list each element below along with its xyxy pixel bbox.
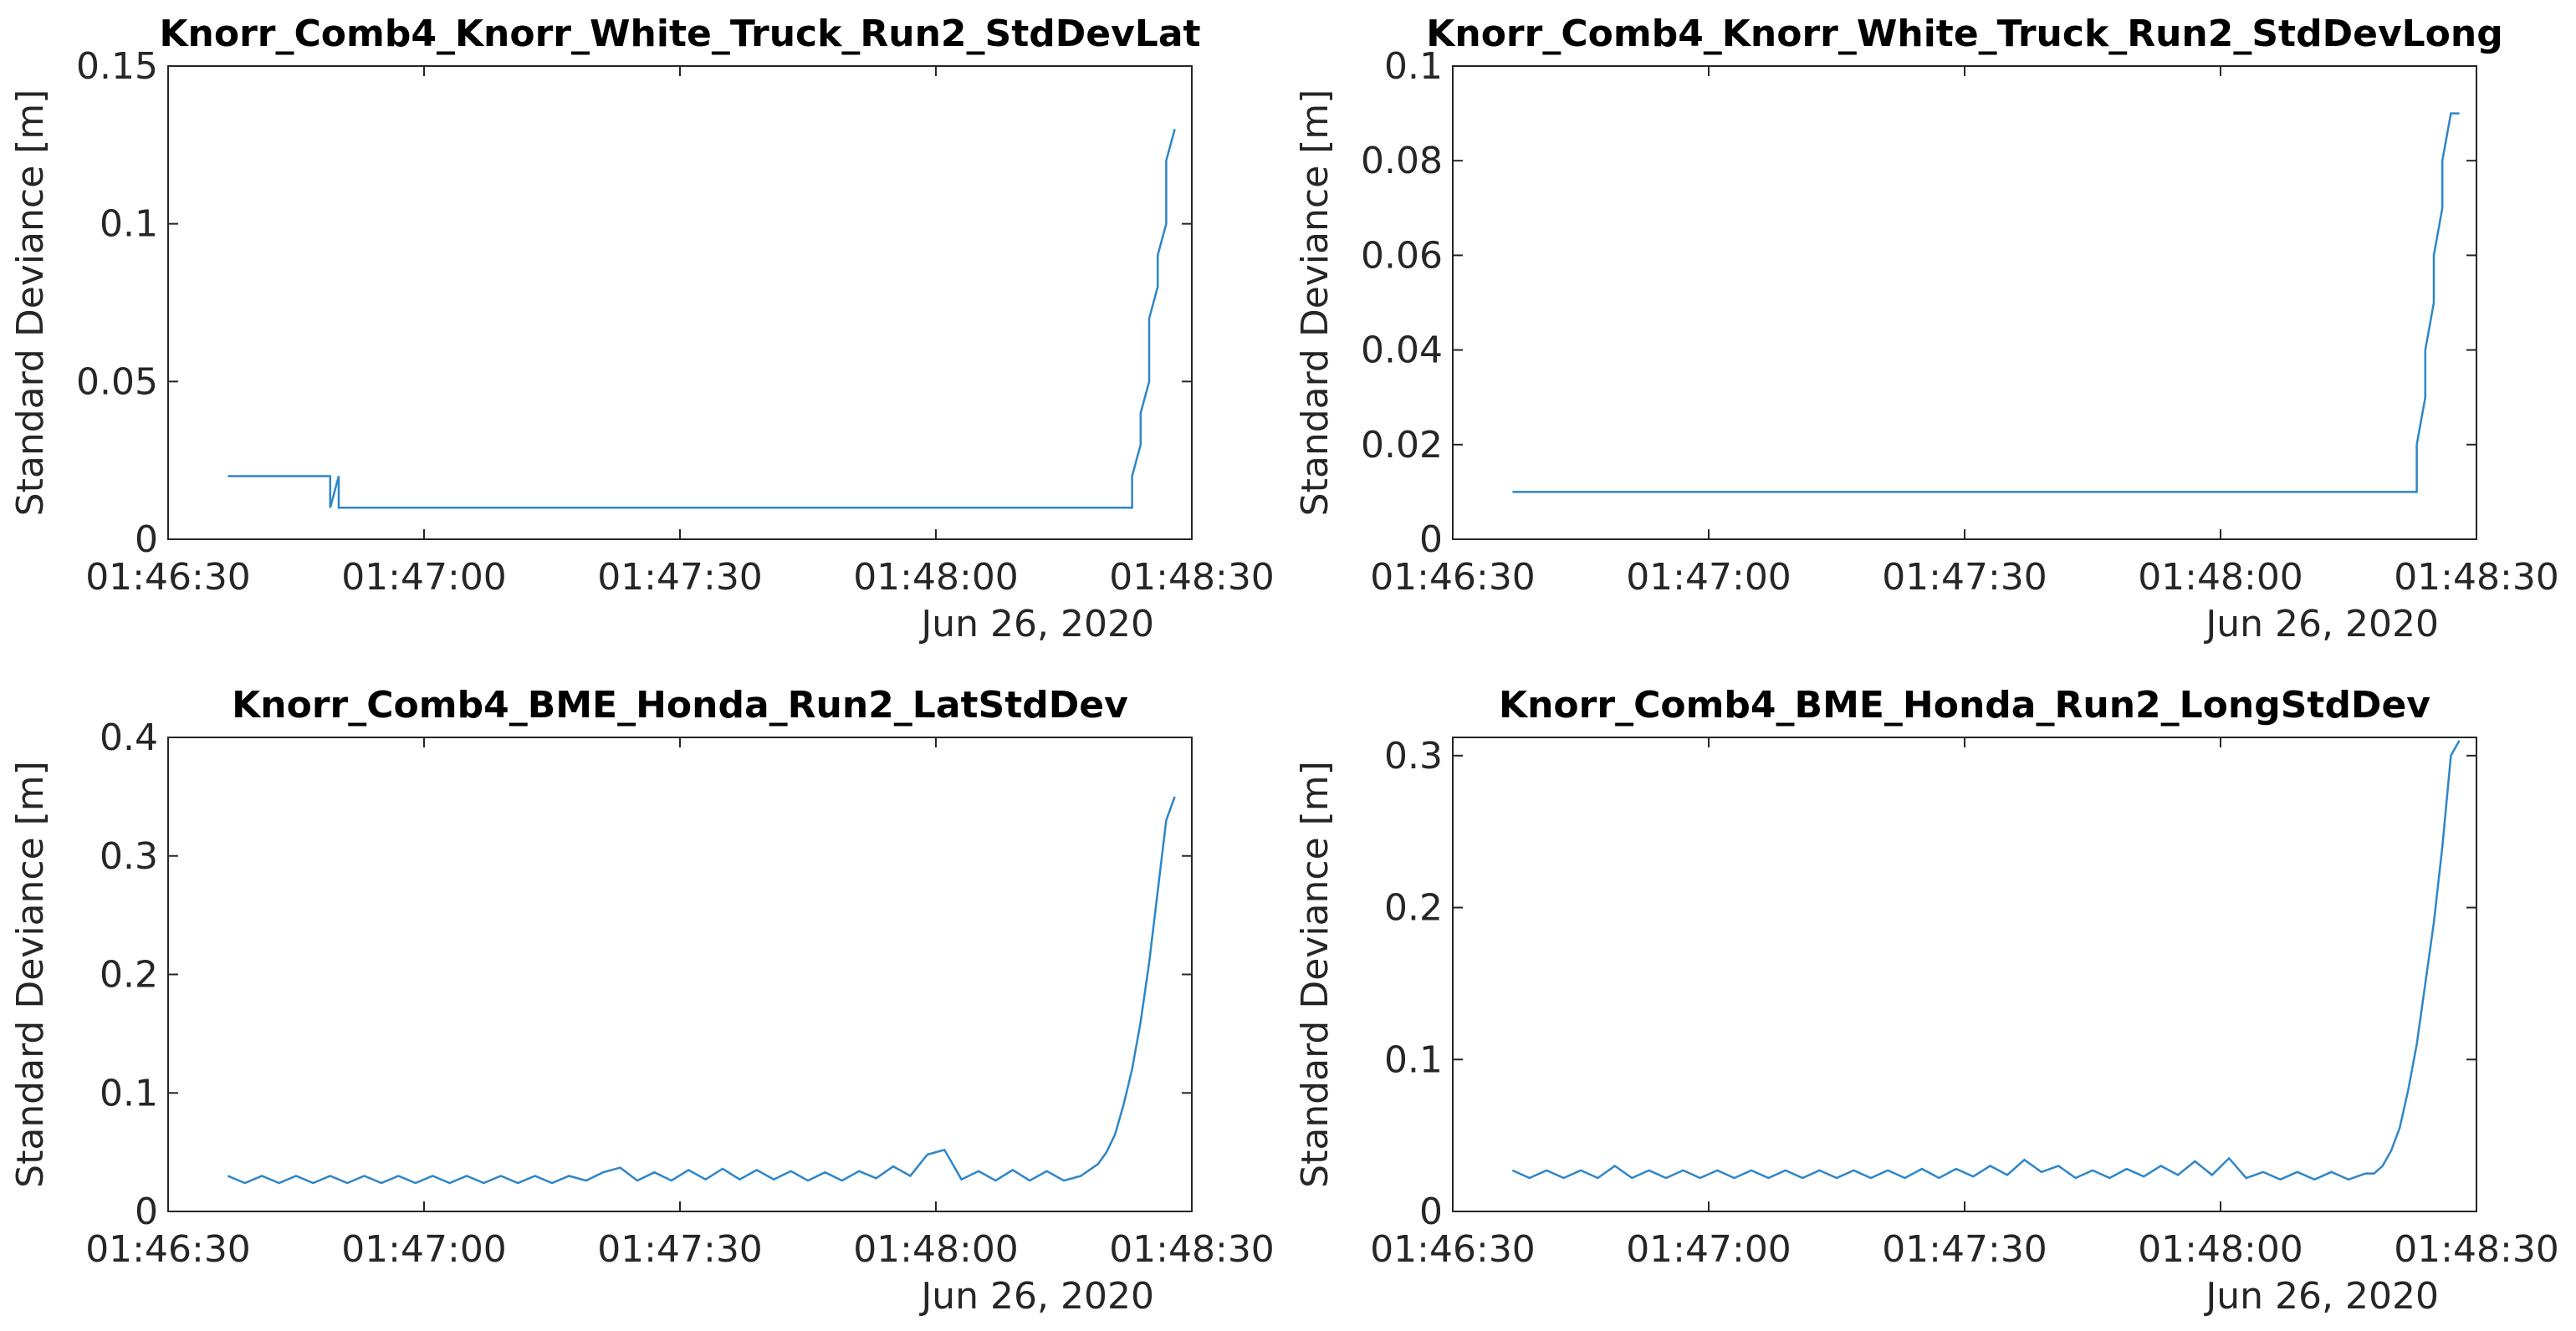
y-tick-label: 0.06 xyxy=(1361,234,1443,277)
y-tick-label: 0.1 xyxy=(100,203,158,246)
data-line xyxy=(1511,739,2461,1181)
x-tick-label: 01:48:00 xyxy=(853,1228,1019,1271)
y-axis-label: Standard Deviance [m] xyxy=(1294,89,1337,517)
axes-box xyxy=(167,65,1193,540)
x-tick-label: 01:46:30 xyxy=(1370,1228,1536,1271)
chart-title: Knorr_Comb4_Knorr_White_Truck_Run2_StdDe… xyxy=(1426,13,2502,55)
x-date-label: Jun 26, 2020 xyxy=(2203,603,2439,645)
y-tick-label: 0.2 xyxy=(100,954,158,997)
y-tick-label: 0.4 xyxy=(100,716,158,759)
x-tick-label: 01:47:30 xyxy=(597,1228,763,1271)
y-tick-label: 0.15 xyxy=(76,45,158,88)
y-tick-label: 0.08 xyxy=(1361,140,1443,182)
y-tick-label: 0.3 xyxy=(100,835,158,878)
y-tick-label: 0.05 xyxy=(76,360,158,403)
x-date-label: Jun 26, 2020 xyxy=(2203,1275,2439,1318)
axes: Knorr_Comb4_BME_Honda_Run2_LongStdDev Sta… xyxy=(1294,684,2559,1318)
y-tick-label: 0.3 xyxy=(1384,735,1443,778)
x-tick-label: 01:46:30 xyxy=(1370,556,1536,599)
y-tick-label: 0.04 xyxy=(1361,329,1443,372)
x-tick-label: 01:47:30 xyxy=(597,556,763,599)
axes: Knorr_Comb4_Knorr_White_Truck_Run2_StdDe… xyxy=(9,13,1275,645)
x-tick-label: 01:47:30 xyxy=(1882,1228,2047,1271)
data-line xyxy=(227,796,1176,1185)
chart-title: Knorr_Comb4_Knorr_White_Truck_Run2_StdDe… xyxy=(159,13,1200,55)
x-tick-label: 01:46:30 xyxy=(85,556,251,599)
x-tick-label: 01:48:00 xyxy=(2138,556,2303,599)
axes: Knorr_Comb4_BME_Honda_Run2_LatStdDev Stan… xyxy=(9,684,1275,1318)
y-tick-label: 0.1 xyxy=(1384,1038,1443,1081)
x-tick-label: 01:48:30 xyxy=(2394,1228,2559,1271)
x-date-label: Jun 26, 2020 xyxy=(918,603,1154,645)
y-tick-label: 0.02 xyxy=(1361,424,1443,467)
y-tick-label: 0.2 xyxy=(1384,887,1443,930)
x-tick-label: 01:48:30 xyxy=(2394,556,2559,599)
x-tick-label: 01:47:00 xyxy=(341,556,507,599)
y-tick-label: 0 xyxy=(1419,1191,1443,1233)
axes-box xyxy=(1452,737,2477,1212)
axes: Knorr_Comb4_Knorr_White_Truck_Run2_StdDe… xyxy=(1294,13,2559,645)
x-tick-label: 01:48:30 xyxy=(1109,556,1275,599)
axes-box xyxy=(1452,65,2477,540)
x-tick-label: 01:48:00 xyxy=(853,556,1019,599)
y-axis-label: Standard Deviance [m] xyxy=(9,89,52,517)
y-tick-label: 0.1 xyxy=(1384,45,1443,88)
axes-box xyxy=(167,737,1193,1212)
x-tick-label: 01:47:30 xyxy=(1882,556,2047,599)
chart-title: Knorr_Comb4_BME_Honda_Run2_LatStdDev xyxy=(232,684,1128,727)
data-line xyxy=(1512,112,2460,493)
x-tick-label: 01:48:00 xyxy=(2138,1228,2303,1271)
x-tick-label: 01:47:00 xyxy=(341,1228,507,1271)
x-tick-label: 01:47:00 xyxy=(1626,556,1791,599)
y-axis-label: Standard Deviance [m] xyxy=(1294,761,1337,1188)
y-axis-label: Standard Deviance [m] xyxy=(9,761,52,1188)
x-tick-label: 01:48:30 xyxy=(1109,1228,1275,1271)
y-tick-label: 0 xyxy=(135,518,158,561)
x-tick-label: 01:47:00 xyxy=(1626,1228,1791,1271)
x-tick-label: 01:46:30 xyxy=(85,1228,251,1271)
x-date-label: Jun 26, 2020 xyxy=(918,1275,1154,1318)
chart-title: Knorr_Comb4_BME_Honda_Run2_LongStdDev xyxy=(1499,684,2430,727)
y-tick-label: 0.1 xyxy=(100,1072,158,1114)
y-tick-label: 0 xyxy=(1419,518,1443,561)
y-tick-label: 0 xyxy=(135,1191,158,1233)
data-line xyxy=(227,129,1176,509)
